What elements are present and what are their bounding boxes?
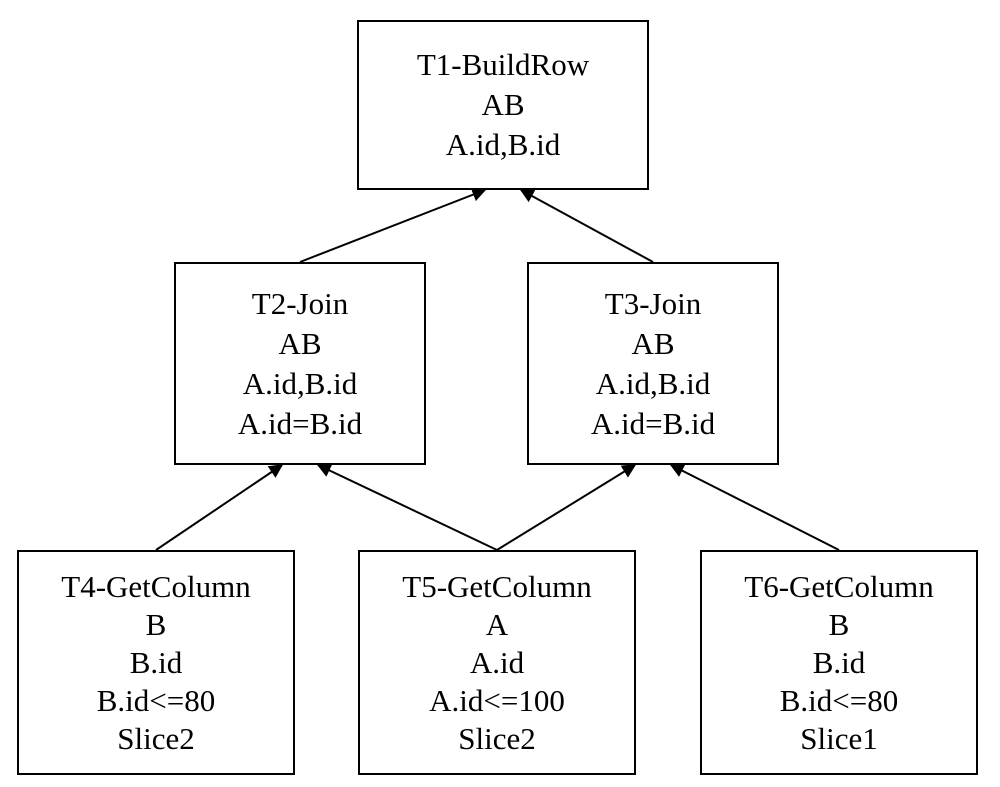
- edge-t5-to-t3: [497, 465, 635, 550]
- node-line: B.id<=80: [97, 682, 216, 720]
- node-t1-buildrow: T1-BuildRow AB A.id,B.id: [357, 20, 649, 190]
- node-t6-getcolumn: T6-GetColumn B B.id B.id<=80 Slice1: [700, 550, 978, 775]
- edge-t5-to-t2: [318, 465, 497, 550]
- node-line: AB: [278, 324, 321, 364]
- node-t3-join: T3-Join AB A.id,B.id A.id=B.id: [527, 262, 779, 465]
- node-t2-join: T2-Join AB A.id,B.id A.id=B.id: [174, 262, 426, 465]
- edge-t3-to-t1: [521, 190, 653, 262]
- node-line: B.id<=80: [780, 682, 899, 720]
- node-line: T6-GetColumn: [744, 568, 933, 606]
- node-t5-getcolumn: T5-GetColumn A A.id A.id<=100 Slice2: [358, 550, 636, 775]
- node-line: T3-Join: [605, 284, 701, 324]
- node-line: B.id: [130, 644, 183, 682]
- node-line: A.id=B.id: [591, 404, 715, 444]
- node-line: B: [829, 606, 850, 644]
- node-line: B: [146, 606, 167, 644]
- node-line: T4-GetColumn: [61, 568, 250, 606]
- node-line: T5-GetColumn: [402, 568, 591, 606]
- node-line: T2-Join: [252, 284, 348, 324]
- node-line: A.id,B.id: [446, 125, 561, 165]
- node-line: A.id=B.id: [238, 404, 362, 444]
- node-line: A.id,B.id: [243, 364, 358, 404]
- edge-t6-to-t3: [671, 465, 839, 550]
- node-line: Slice2: [458, 720, 536, 758]
- node-line: A.id<=100: [429, 682, 565, 720]
- node-line: A.id: [470, 644, 524, 682]
- node-t4-getcolumn: T4-GetColumn B B.id B.id<=80 Slice2: [17, 550, 295, 775]
- node-line: AB: [631, 324, 674, 364]
- node-line: Slice2: [117, 720, 195, 758]
- node-line: AB: [481, 85, 524, 125]
- node-line: Slice1: [800, 720, 878, 758]
- node-line: A: [486, 606, 508, 644]
- edge-t4-to-t2: [156, 465, 282, 550]
- edge-t2-to-t1: [300, 190, 485, 262]
- node-line: B.id: [813, 644, 866, 682]
- node-line: A.id,B.id: [596, 364, 711, 404]
- node-line: T1-BuildRow: [417, 45, 589, 85]
